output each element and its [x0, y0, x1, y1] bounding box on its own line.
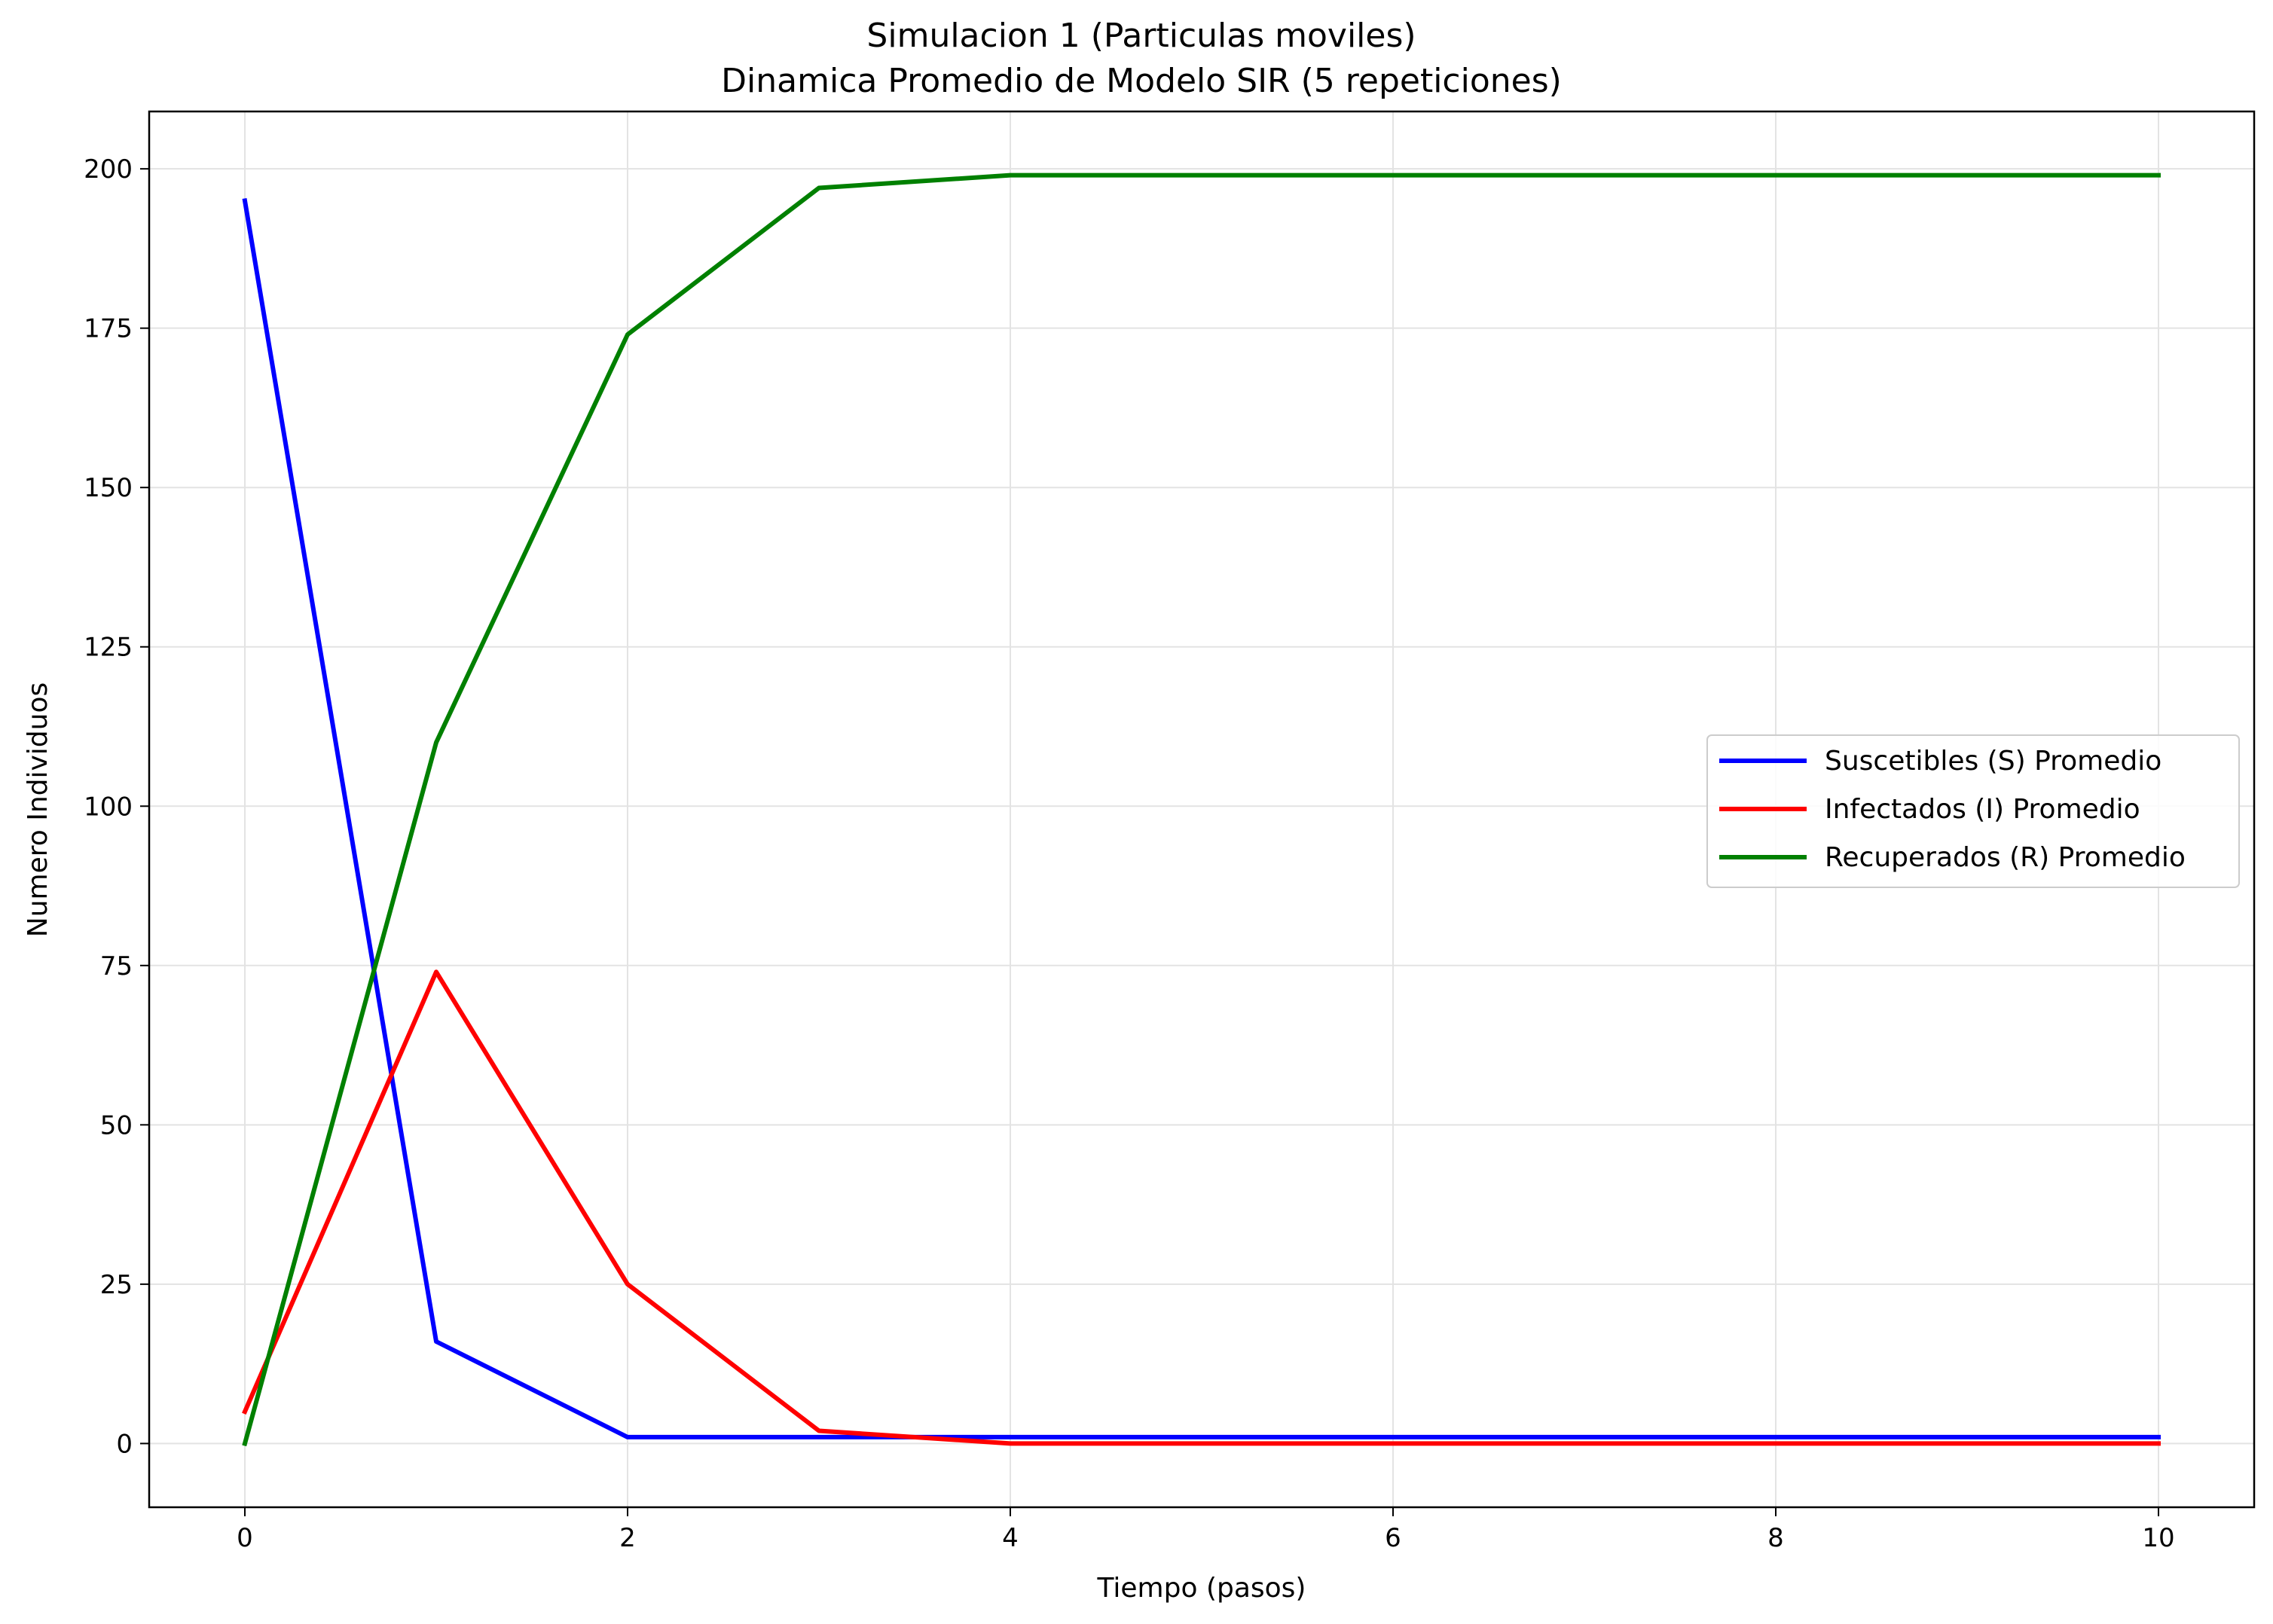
- x-tick-label: 0: [237, 1523, 253, 1553]
- chart-title-line1: Simulacion 1 (Particulas moviles): [866, 17, 1416, 55]
- legend-box: [1706, 734, 2240, 888]
- x-tick-label: 8: [1767, 1523, 1784, 1553]
- y-tick-label: 0: [116, 1429, 133, 1459]
- series-lines: [242, 172, 2161, 1447]
- series-line-0: [242, 198, 2161, 1439]
- series-line-1: [242, 969, 2161, 1446]
- legend-label-2: Recuperados (R) Promedio: [1825, 842, 2186, 873]
- y-tick-label: 75: [100, 951, 133, 981]
- x-axis-ticks: 0 2 4 6 8 10: [237, 1507, 2175, 1553]
- y-tick-label: 150: [84, 473, 133, 503]
- x-tick-label: 6: [1385, 1523, 1401, 1553]
- y-tick-label: 25: [100, 1270, 133, 1300]
- x-axis-label: Tiempo (pasos): [1097, 1573, 1306, 1604]
- legend-label-1: Infectados (I) Promedio: [1825, 794, 2140, 825]
- series-line-2: [242, 172, 2161, 1447]
- y-tick-label: 125: [84, 633, 133, 663]
- y-axis-label: Numero Individuos: [23, 682, 53, 937]
- x-tick-label: 4: [1002, 1523, 1019, 1553]
- y-tick-label: 200: [84, 154, 133, 185]
- y-tick-label: 100: [84, 792, 133, 822]
- y-tick-label: 50: [100, 1110, 133, 1140]
- y-axis-ticks: 0 25 50 75 100 125 150 175 200: [84, 154, 149, 1459]
- legend: Suscetibles (S) Promedio Infectados (I) P…: [1706, 734, 2240, 888]
- x-tick-label: 10: [2142, 1523, 2174, 1553]
- y-tick-label: 175: [84, 314, 133, 344]
- x-tick-label: 2: [619, 1523, 636, 1553]
- plot-frame: [148, 110, 2256, 1509]
- legend-label-0: Suscetibles (S) Promedio: [1825, 746, 2161, 777]
- chart-title-line2: Dinamica Promedio de Modelo SIR (5 repet…: [721, 62, 1562, 100]
